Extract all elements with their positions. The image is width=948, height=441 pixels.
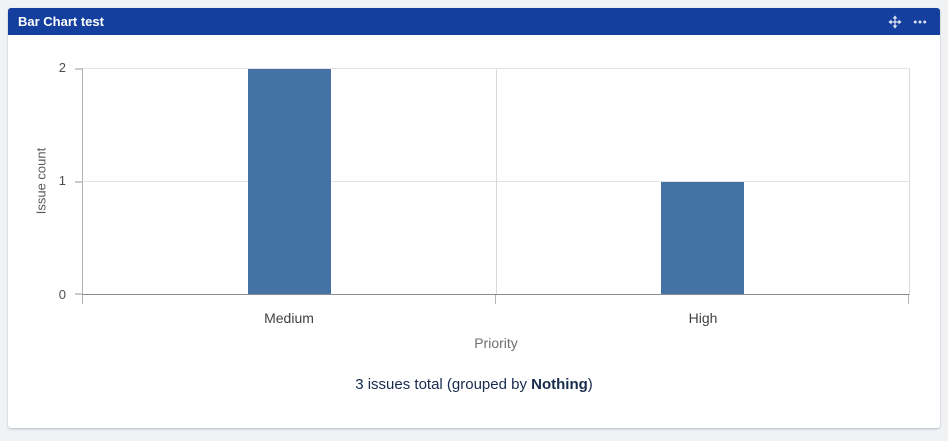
more-icon[interactable] [913, 15, 927, 29]
y-tick-label: 0 [58, 286, 66, 302]
x-tick-label: Medium [264, 310, 314, 326]
y-tick-label: 1 [58, 173, 66, 189]
x-axis-label: Priority [474, 335, 518, 351]
x-tick-mark [82, 295, 83, 304]
bar-chart-gadget: Bar Chart test [8, 8, 940, 428]
summary-suffix: ) [587, 376, 593, 393]
summary-prefix: 3 issues total (grouped by [355, 376, 532, 393]
y-tick-mark [75, 181, 82, 182]
gadget-header[interactable]: Bar Chart test [8, 8, 940, 35]
bar-medium[interactable] [248, 69, 331, 294]
x-tick-mark [495, 295, 496, 304]
y-tick-label: 2 [58, 59, 66, 75]
plot-area [75, 68, 910, 304]
x-tick-mark [908, 295, 909, 304]
y-tick-mark [75, 68, 82, 70]
y-axis-ticks: 0 1 2 [8, 61, 74, 301]
bar-high[interactable] [661, 181, 744, 294]
category-separator [495, 69, 497, 294]
x-tick-label: High [688, 310, 718, 326]
summary-grouping: Nothing [531, 376, 588, 393]
issues-summary: 3 issues total (grouped by Nothing) [8, 376, 940, 393]
y-tick-mark [75, 293, 82, 295]
gadget-title: Bar Chart test [18, 14, 104, 29]
gadget-header-icons [888, 14, 927, 29]
x-axis-ticks: Medium High [82, 310, 910, 328]
move-icon[interactable] [888, 14, 902, 29]
